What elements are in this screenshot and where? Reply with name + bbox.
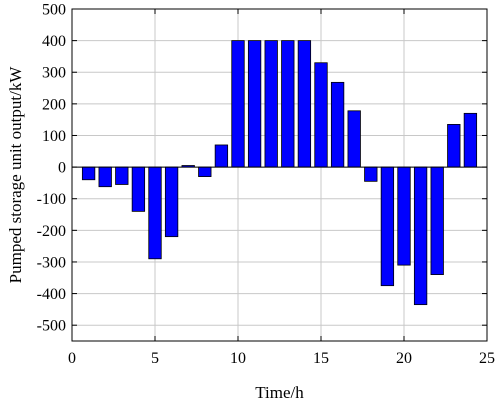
bar <box>413 166 428 306</box>
x-axis-ticks: 0 5 10 15 20 25 <box>68 9 495 367</box>
x-tick-label: 20 <box>396 350 412 367</box>
y-tick-label: -300 <box>37 254 66 271</box>
bar <box>463 112 478 168</box>
y-tick-label: 400 <box>42 33 66 50</box>
bar <box>214 144 229 168</box>
y-tick-label: -400 <box>37 286 66 303</box>
bar <box>281 40 295 168</box>
bar <box>98 166 112 188</box>
y-tick-label: -100 <box>37 191 66 208</box>
bar <box>397 166 411 266</box>
bar <box>297 40 312 168</box>
bar <box>447 124 461 168</box>
y-tick-label: 100 <box>42 128 66 145</box>
bar <box>430 166 444 276</box>
y-tick-label: 0 <box>58 160 66 177</box>
bar <box>314 62 328 168</box>
bar <box>131 166 146 212</box>
bar <box>347 110 361 168</box>
x-tick-label: 0 <box>68 350 76 367</box>
x-tick-label: 10 <box>230 350 246 367</box>
bar <box>330 81 345 168</box>
y-tick-label: -500 <box>37 318 66 335</box>
plot-area-frame <box>71 8 488 342</box>
x-axis-title: Time/h <box>255 383 304 402</box>
y-tick-label: -200 <box>37 223 66 240</box>
bar <box>264 40 278 168</box>
x-tick-label: 25 <box>479 350 495 367</box>
bar <box>198 166 212 177</box>
bar <box>247 40 262 168</box>
bar <box>164 166 179 238</box>
bar-series <box>81 40 478 306</box>
x-tick-label: 5 <box>151 350 159 367</box>
bar <box>380 166 395 287</box>
bar <box>81 166 96 181</box>
bar <box>148 166 162 260</box>
x-tick-label: 15 <box>313 350 329 367</box>
bar <box>231 40 245 168</box>
bar <box>364 166 378 182</box>
y-tick-label: 300 <box>42 65 66 82</box>
y-tick-label: 200 <box>42 96 66 113</box>
y-axis-ticks: -500 -400 -300 -200 -100 0 100 200 300 400 500 <box>37 2 487 335</box>
y-tick-label: 500 <box>42 2 66 19</box>
bar <box>115 166 129 185</box>
y-axis-title: Pumped storage unit output/kW <box>6 66 25 284</box>
